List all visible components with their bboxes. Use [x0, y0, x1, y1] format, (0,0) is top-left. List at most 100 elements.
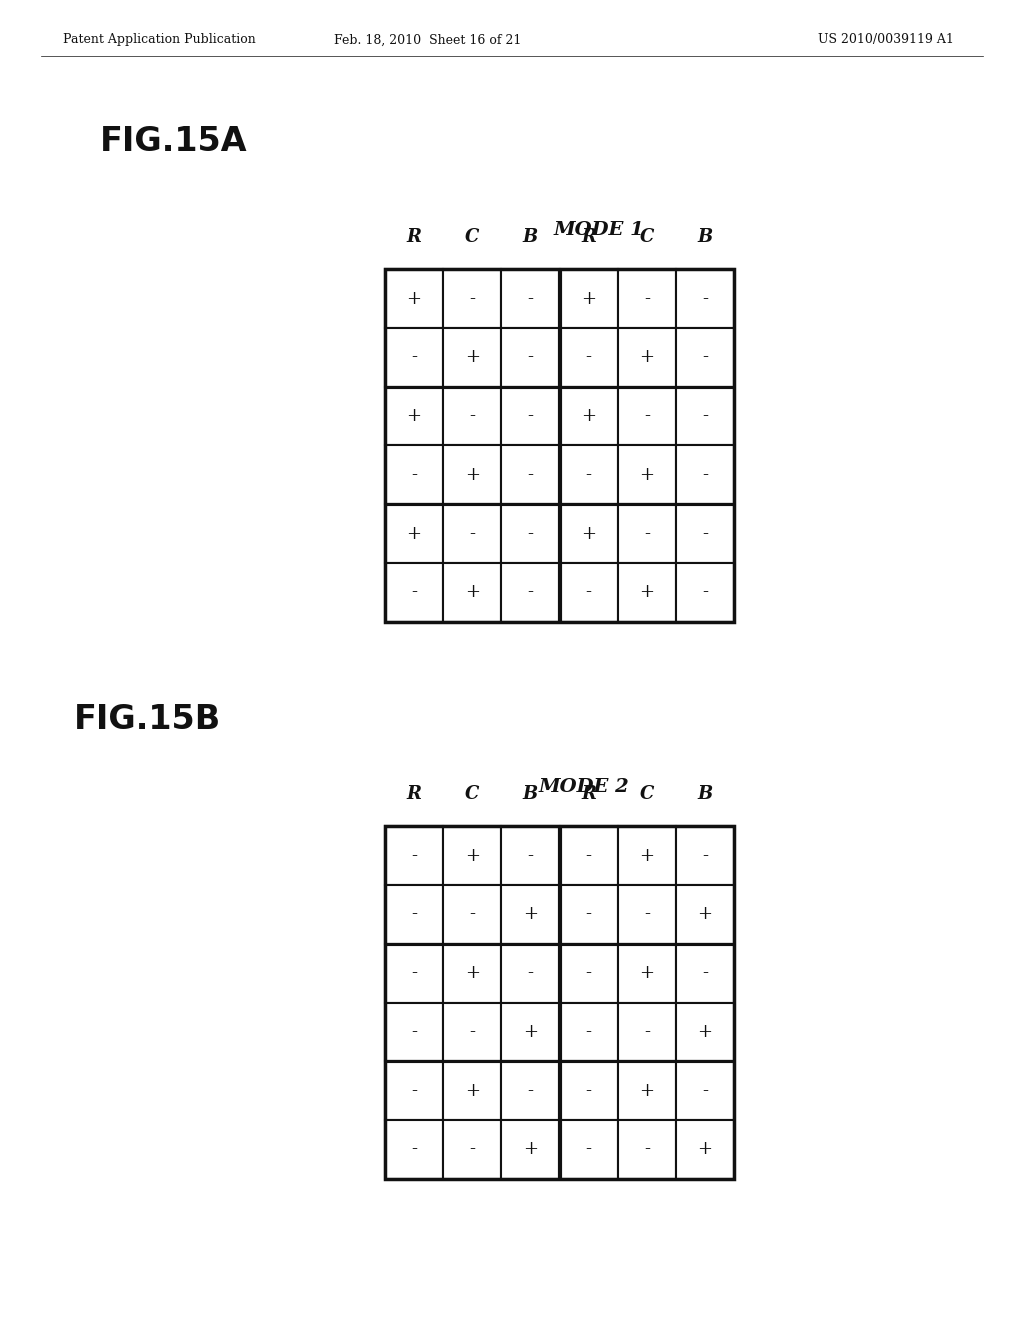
Bar — [443, 387, 502, 445]
Bar — [502, 1119, 559, 1179]
Text: -: - — [644, 1023, 650, 1041]
Text: R: R — [407, 785, 422, 803]
Text: -: - — [701, 964, 708, 982]
Bar — [443, 504, 502, 562]
Bar — [502, 327, 559, 387]
Bar — [559, 445, 617, 504]
Text: +: + — [465, 583, 480, 602]
Bar — [559, 504, 617, 562]
Text: -: - — [586, 964, 592, 982]
Text: -: - — [411, 964, 417, 982]
Bar — [676, 1119, 734, 1179]
Text: -: - — [469, 524, 475, 543]
Text: -: - — [411, 1140, 417, 1159]
Text: -: - — [527, 524, 534, 543]
Text: B: B — [523, 785, 538, 803]
Bar — [385, 826, 443, 884]
Bar — [443, 944, 502, 1003]
Bar — [443, 445, 502, 504]
Text: -: - — [469, 906, 475, 924]
Text: MODE 1: MODE 1 — [554, 220, 644, 239]
Bar — [559, 944, 617, 1003]
Text: +: + — [639, 964, 654, 982]
Bar — [502, 944, 559, 1003]
Bar — [676, 327, 734, 387]
Text: R: R — [407, 228, 422, 246]
Text: C: C — [640, 785, 654, 803]
Bar — [676, 269, 734, 327]
Text: -: - — [527, 348, 534, 367]
Text: +: + — [523, 906, 538, 924]
Bar — [385, 944, 443, 1003]
Text: +: + — [523, 1140, 538, 1159]
Text: -: - — [586, 1140, 592, 1159]
Text: B: B — [697, 228, 713, 246]
Text: +: + — [639, 466, 654, 484]
Bar — [617, 1061, 676, 1119]
Text: +: + — [697, 906, 713, 924]
Bar — [385, 1003, 443, 1061]
Text: R: R — [581, 785, 596, 803]
Bar — [559, 1119, 617, 1179]
Bar — [676, 445, 734, 504]
Text: C: C — [640, 228, 654, 246]
Text: -: - — [411, 1081, 417, 1100]
Text: +: + — [465, 846, 480, 865]
Text: -: - — [701, 407, 708, 425]
Text: +: + — [465, 1081, 480, 1100]
Text: -: - — [586, 348, 592, 367]
Text: R: R — [581, 228, 596, 246]
Text: -: - — [701, 1081, 708, 1100]
Text: -: - — [411, 1023, 417, 1041]
Text: -: - — [469, 407, 475, 425]
Bar — [443, 327, 502, 387]
Bar — [676, 1003, 734, 1061]
Bar — [559, 327, 617, 387]
Text: -: - — [701, 583, 708, 602]
Text: +: + — [639, 1081, 654, 1100]
Text: -: - — [469, 1023, 475, 1041]
Bar — [559, 387, 617, 445]
Text: C: C — [465, 228, 479, 246]
Bar — [443, 1061, 502, 1119]
Bar — [502, 445, 559, 504]
Bar — [617, 269, 676, 327]
Text: Patent Application Publication: Patent Application Publication — [63, 33, 256, 46]
Bar — [617, 504, 676, 562]
Bar — [676, 944, 734, 1003]
Text: -: - — [644, 407, 650, 425]
Text: -: - — [644, 524, 650, 543]
Bar — [385, 1119, 443, 1179]
Bar — [385, 504, 443, 562]
Text: US 2010/0039119 A1: US 2010/0039119 A1 — [818, 33, 953, 46]
Text: +: + — [523, 1023, 538, 1041]
Text: +: + — [581, 407, 596, 425]
Text: -: - — [469, 1140, 475, 1159]
Bar — [443, 269, 502, 327]
Text: +: + — [639, 583, 654, 602]
Text: -: - — [411, 846, 417, 865]
Bar — [502, 562, 559, 622]
Text: -: - — [527, 583, 534, 602]
Bar — [559, 884, 617, 944]
Bar — [617, 327, 676, 387]
Bar — [676, 1061, 734, 1119]
Text: +: + — [639, 348, 654, 367]
Bar — [617, 944, 676, 1003]
Text: -: - — [411, 906, 417, 924]
Text: -: - — [586, 466, 592, 484]
Text: -: - — [644, 906, 650, 924]
Bar — [676, 562, 734, 622]
Text: -: - — [469, 289, 475, 308]
Text: +: + — [465, 466, 480, 484]
Bar — [676, 504, 734, 562]
Bar — [617, 884, 676, 944]
Text: -: - — [586, 846, 592, 865]
Text: B: B — [697, 785, 713, 803]
Bar — [385, 387, 443, 445]
Bar — [385, 327, 443, 387]
Text: -: - — [586, 583, 592, 602]
Bar — [443, 884, 502, 944]
Bar — [559, 826, 617, 884]
Text: B: B — [523, 228, 538, 246]
